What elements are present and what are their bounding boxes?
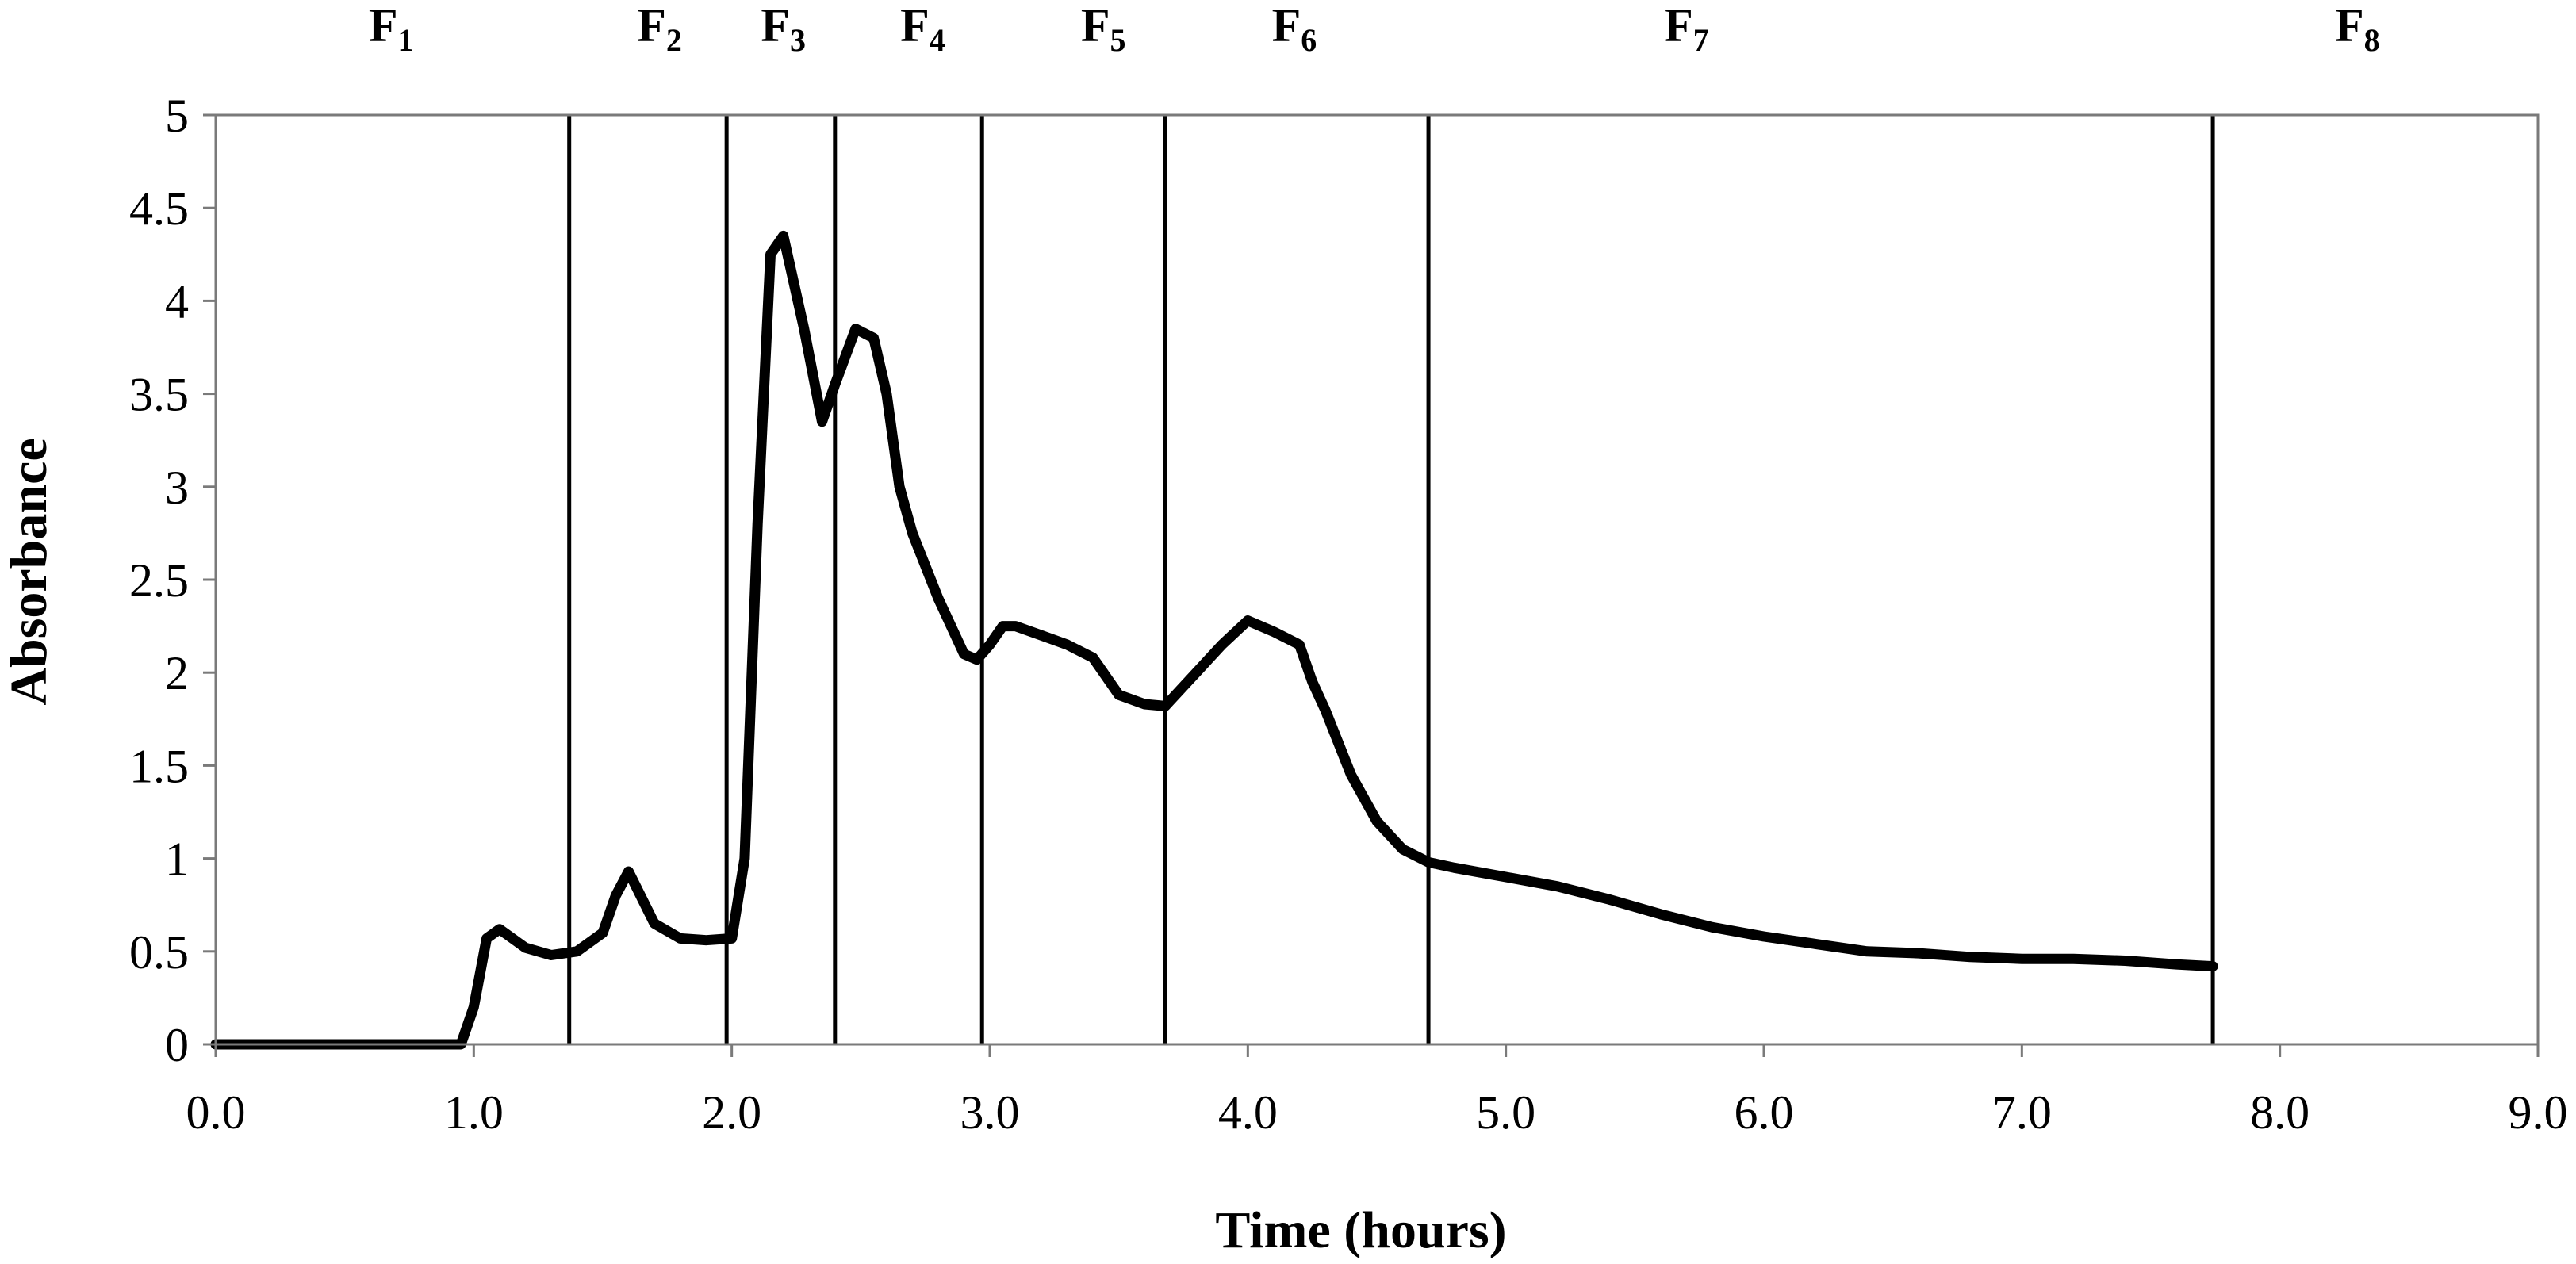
- x-tick-label: 5.0: [1476, 1086, 1535, 1139]
- x-tick-label: 1.0: [444, 1086, 504, 1139]
- fraction-label-2: F2: [637, 0, 682, 58]
- x-tick-label: 4.0: [1218, 1086, 1278, 1139]
- y-axis-title: Absorbance: [0, 438, 58, 705]
- fraction-label-5: F5: [1081, 0, 1126, 58]
- y-tick-label: 0: [165, 1019, 189, 1071]
- fraction-label-6: F6: [1272, 0, 1317, 58]
- x-tick-label: 7.0: [1992, 1086, 2052, 1139]
- x-tick-label: 2.0: [702, 1086, 761, 1139]
- fraction-label-3: F3: [761, 0, 806, 58]
- x-tick-label: 8.0: [2250, 1086, 2310, 1139]
- fraction-label-1: F1: [369, 0, 414, 58]
- x-tick-label: 6.0: [1735, 1086, 1794, 1139]
- y-tick-label: 5: [165, 90, 189, 142]
- x-axis-title: Time (hours): [1215, 1201, 1506, 1259]
- fraction-label-7: F7: [1664, 0, 1709, 58]
- fraction-label-4: F4: [900, 0, 945, 58]
- y-tick-label: 3: [165, 462, 189, 514]
- y-tick-label: 4.5: [129, 182, 189, 235]
- x-tick-label: 3.0: [960, 1086, 1020, 1139]
- y-tick-label: 0.5: [129, 926, 189, 979]
- fraction-label-8: F8: [2335, 0, 2380, 58]
- x-tick-label: 0.0: [186, 1086, 246, 1139]
- y-tick-label: 1.5: [129, 740, 189, 792]
- fraction-boundary-lines: [567, 115, 2215, 1044]
- fraction-labels: F1 F2 F3 F4 F5 F6 F7 F8: [369, 0, 2380, 58]
- plot-area-frame: [214, 113, 2540, 1046]
- y-tick-label: 2.5: [129, 554, 189, 607]
- y-tick-label: 3.5: [129, 369, 189, 421]
- x-axis: 0.0 1.0 2.0 3.0 4.0 5.0 6.0 7.0 8.0 9.0: [186, 1043, 2568, 1139]
- y-tick-label: 4: [165, 275, 189, 327]
- x-tick-label: 9.0: [2509, 1086, 2568, 1139]
- absorbance-series-line: [210, 230, 2218, 1050]
- y-axis: 0 0.5 1 1.5 2 2.5 3 3.5 4 4.5 5: [129, 90, 217, 1071]
- y-tick-label: 2: [165, 647, 189, 699]
- y-tick-label: 1: [165, 833, 189, 886]
